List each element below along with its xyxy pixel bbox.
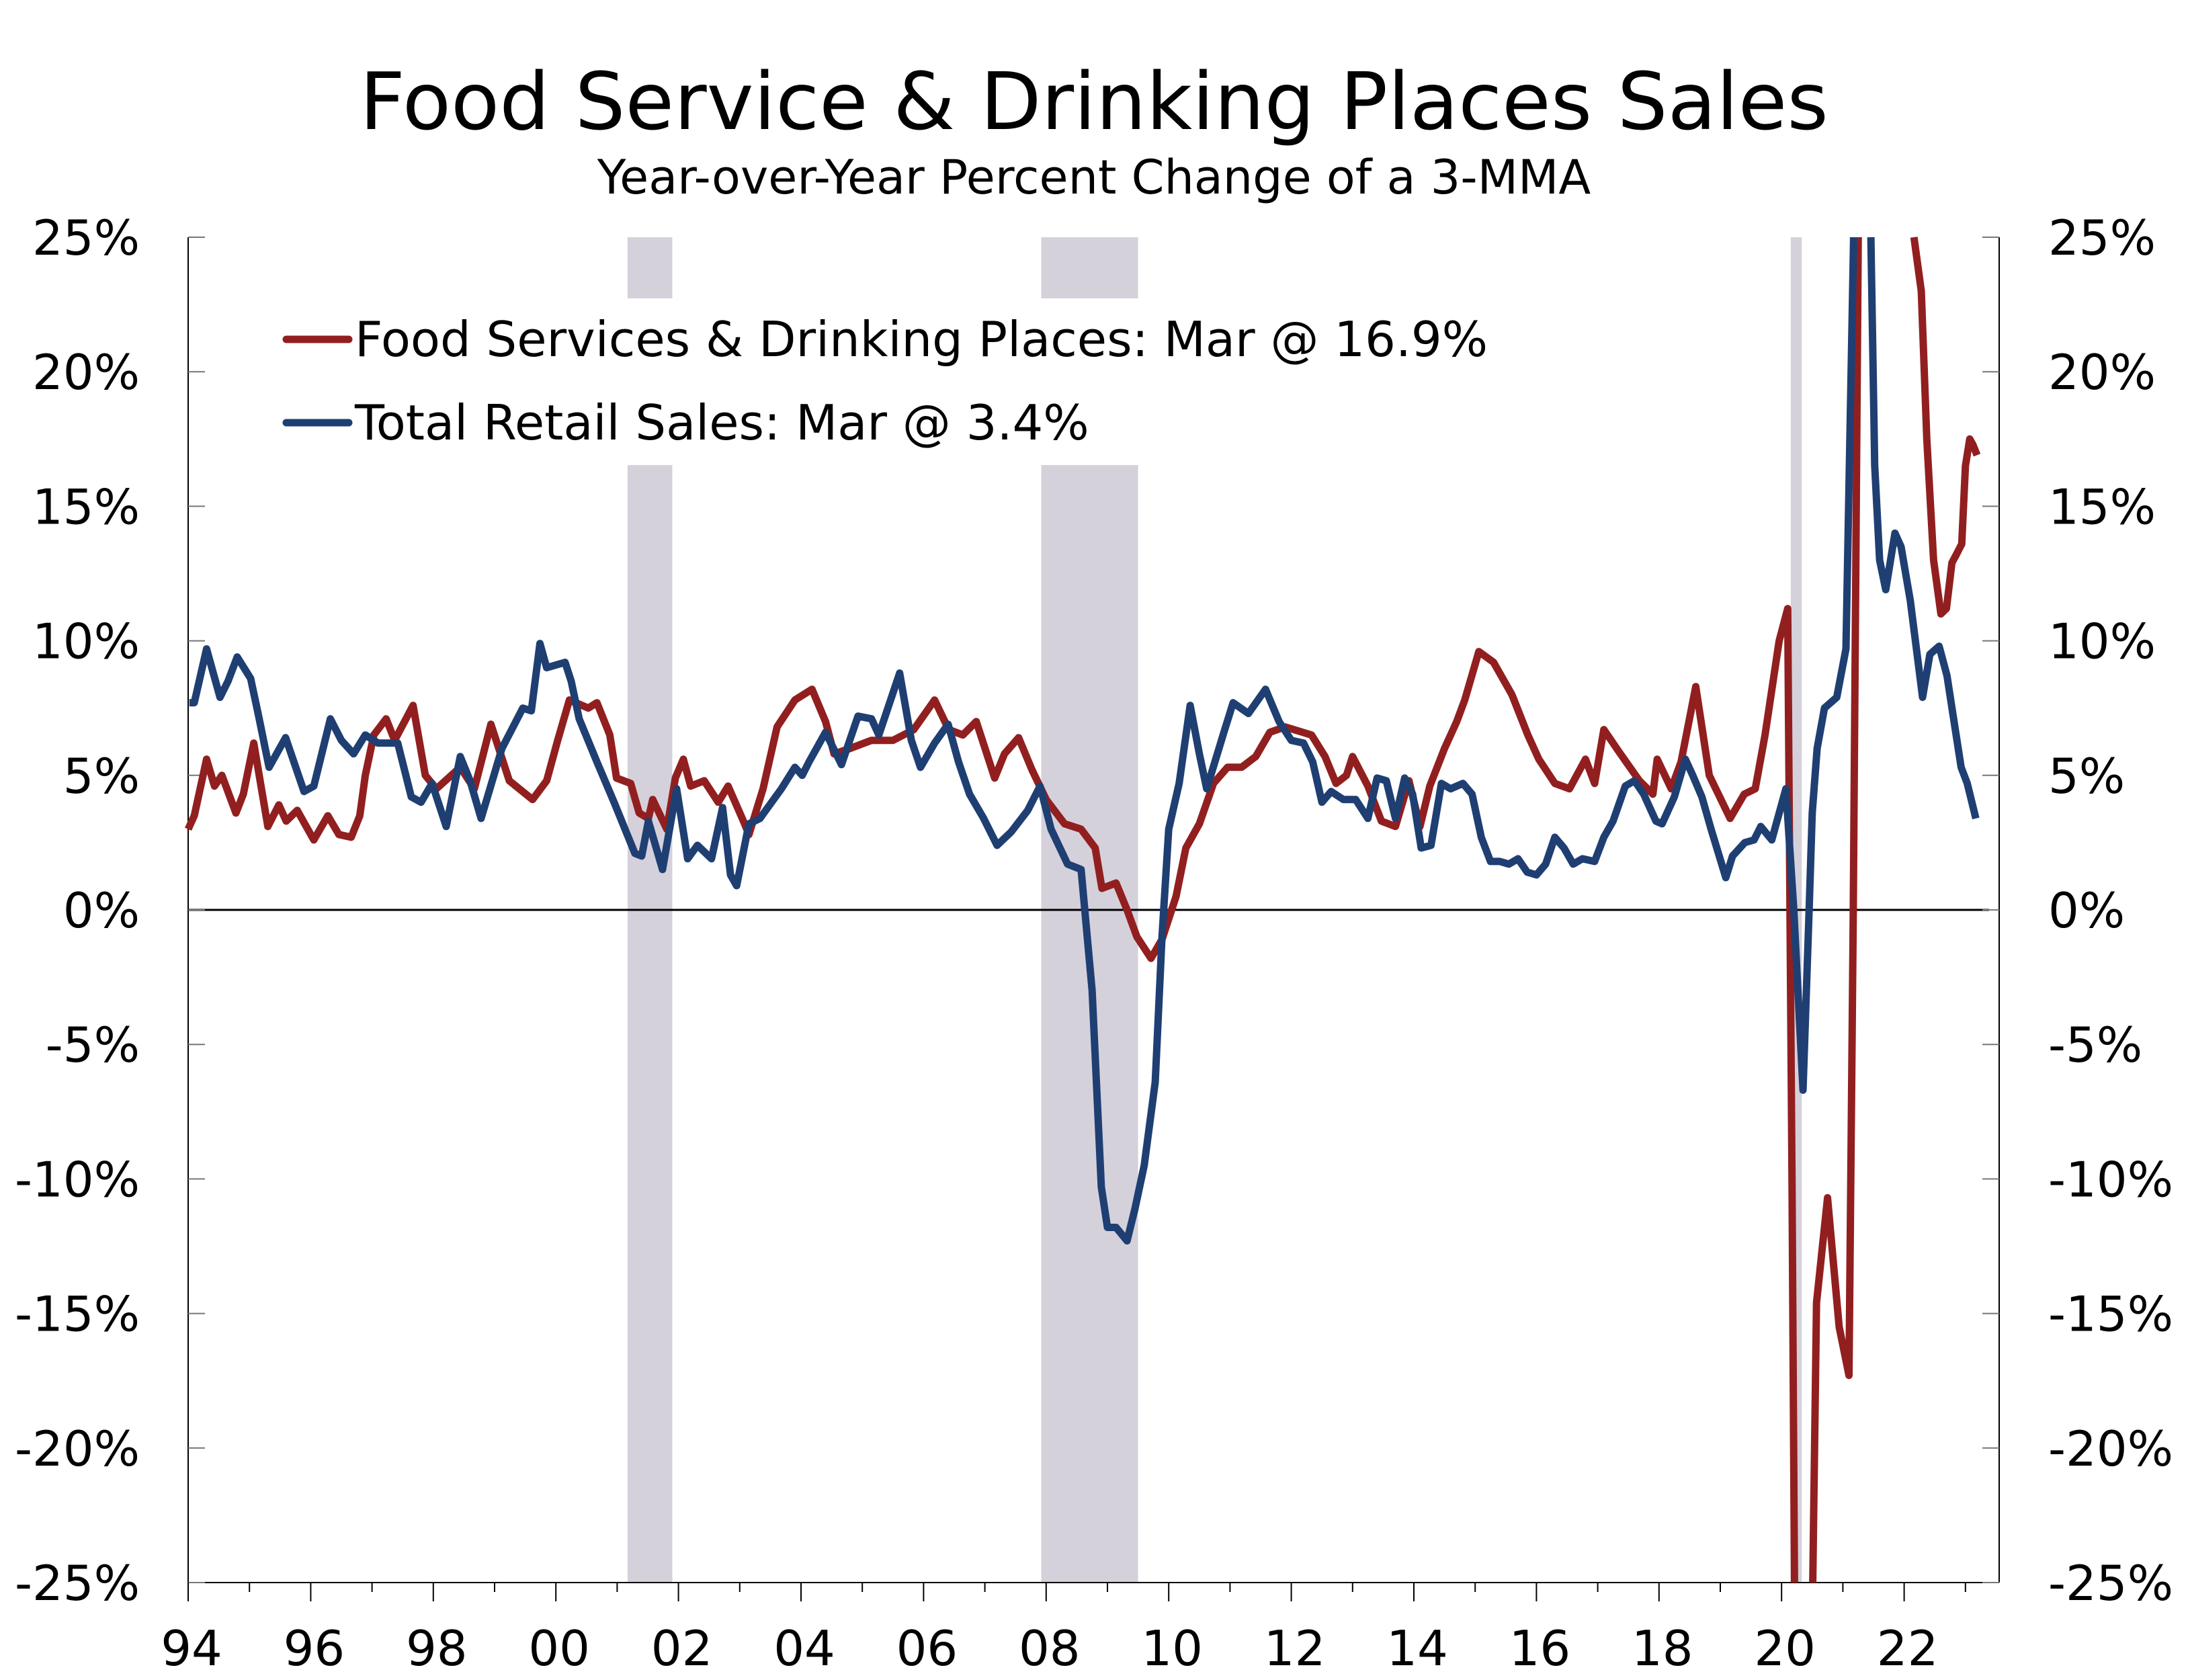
x-tick-label: 16: [1509, 1620, 1571, 1677]
x-tick-label: 08: [1019, 1620, 1081, 1677]
chart-title: Food Service & Drinking Places Sales: [360, 55, 1828, 148]
y-tick-label-right: 15%: [2048, 478, 2156, 535]
y-tick-label-left: -25%: [15, 1555, 140, 1611]
x-tick-label: 14: [1386, 1620, 1448, 1677]
recession-bar: [627, 237, 673, 298]
recession-shading: [627, 237, 1802, 1583]
x-tick-label: 04: [773, 1620, 835, 1677]
y-tick-label-left: -15%: [15, 1286, 140, 1343]
y-tick-label-left: 25%: [32, 210, 140, 266]
x-tick-label: 06: [896, 1620, 958, 1677]
y-tick-label-left: -20%: [15, 1421, 140, 1477]
x-tick-label: 12: [1264, 1620, 1326, 1677]
x-tick-label: 94: [161, 1620, 222, 1677]
y-tick-label-right: 0%: [2048, 882, 2125, 939]
y-tick-label-left: -10%: [15, 1151, 140, 1208]
food-services-line: [184, 237, 1981, 1583]
y-tick-label-right: 25%: [2048, 210, 2156, 266]
y-tick-label-left: 5%: [63, 748, 140, 804]
y-tick-label-right: 5%: [2048, 748, 2125, 804]
y-tick-label-right: 10%: [2048, 614, 2156, 670]
axes: 25% 25% 20% 20% 15% 15% 10% 10% 5% 5% 0% 0% -5% -5% -1…: [15, 210, 2173, 1677]
y-tick-label-left: 20%: [32, 344, 140, 401]
y-tick-label-right: -10%: [2048, 1151, 2173, 1208]
x-tick-label: 10: [1141, 1620, 1203, 1677]
series-lines: [184, 237, 1981, 1583]
legend: Food Services & Drinking Places: Mar @ 1…: [282, 311, 1488, 451]
x-tick-label: 22: [1877, 1620, 1939, 1677]
x-tick-label: 98: [406, 1620, 468, 1677]
recession-bar: [627, 465, 673, 1583]
legend-label-retail: Total Retail Sales: Mar @ 3.4%: [354, 394, 1089, 451]
recession-bar: [1041, 465, 1138, 1583]
x-tick-label: 00: [528, 1620, 590, 1677]
y-tick-label-left: 10%: [32, 614, 140, 670]
y-tick-label-right: -20%: [2048, 1421, 2173, 1477]
y-tick-label-left: 0%: [63, 882, 140, 939]
y-tick-label-left: 15%: [32, 478, 140, 535]
chart-subtitle: Year-over-Year Percent Change of a 3-MMA: [597, 150, 1591, 205]
x-tick-label: 20: [1754, 1620, 1816, 1677]
y-tick-label-right: 20%: [2048, 344, 2156, 401]
total-retail-line: [189, 237, 1980, 1245]
y-tick-label-left: -5%: [46, 1017, 140, 1073]
legend-label-food: Food Services & Drinking Places: Mar @ 1…: [355, 311, 1488, 368]
recession-bar: [1041, 237, 1138, 298]
y-tick-label-right: -25%: [2048, 1555, 2173, 1611]
y-tick-label-right: -15%: [2048, 1286, 2173, 1343]
x-tick-label: 96: [284, 1620, 345, 1677]
y-tick-label-right: -5%: [2048, 1017, 2142, 1073]
x-tick-label: 02: [651, 1620, 713, 1677]
x-tick-label: 18: [1632, 1620, 1693, 1677]
